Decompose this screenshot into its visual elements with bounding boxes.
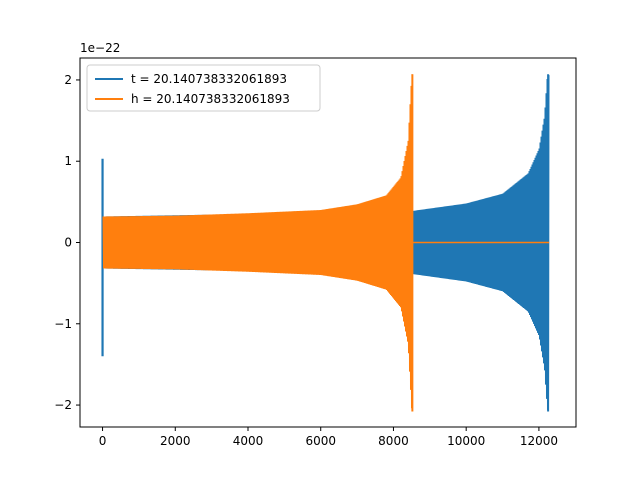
y-axis-multiplier-label: 1e−22 <box>80 41 120 55</box>
y-tick-label: 0 <box>64 236 72 250</box>
y-tick-label: −1 <box>54 317 72 331</box>
x-tick-label: 6000 <box>305 434 336 448</box>
x-tick-label: 0 <box>99 434 107 448</box>
legend: t = 20.140738332061893 h = 20.14073833206… <box>86 64 321 112</box>
series-h <box>102 74 550 412</box>
x-tick-label: 4000 <box>233 434 264 448</box>
series-layer <box>101 74 550 412</box>
x-axis: 0 2000 4000 6000 8000 10000 12000 <box>99 427 558 448</box>
legend-box <box>86 64 321 112</box>
x-tick-label: 10000 <box>447 434 485 448</box>
legend-label: t = 20.140738332061893 <box>131 72 287 86</box>
y-tick-label: 2 <box>64 73 72 87</box>
series-h-line <box>102 74 413 409</box>
y-axis: −2 −1 0 1 2 <box>54 73 80 412</box>
x-tick-label: 2000 <box>160 434 191 448</box>
x-tick-label: 12000 <box>520 434 558 448</box>
y-tick-label: 1 <box>64 154 72 168</box>
y-tick-label: −2 <box>54 398 72 412</box>
legend-label: h = 20.140738332061893 <box>131 92 290 106</box>
x-tick-label: 8000 <box>378 434 409 448</box>
